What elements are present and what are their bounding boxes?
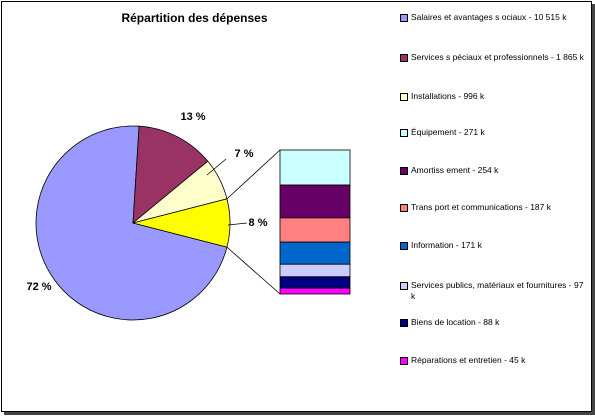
legend-item: Salaires et avantages s ociaux - 10 515 … [400, 12, 585, 23]
bar-segment [279, 217, 351, 243]
bar-segment [279, 263, 351, 278]
legend-label: Réparations et entretien - 45 k [411, 355, 526, 365]
legend-swatch [400, 129, 408, 137]
bar-segment [279, 149, 351, 186]
legend-label: Installations - 996 k [411, 91, 485, 101]
pie-chart-plot: 72 % 13 % 7 % 8 % [26, 111, 351, 321]
legend-item: Amortiss ement - 254 k [400, 165, 585, 176]
slice-label: 8 % [249, 217, 268, 229]
bar-segment [279, 184, 351, 219]
slice-label: 7 % [235, 148, 254, 160]
legend-item: Biens de location - 88 k [400, 317, 585, 328]
legend-swatch [400, 319, 408, 327]
legend-item: Services s péciaux et professionnels - 1… [400, 52, 585, 63]
legend-item: Information - 171 k [400, 240, 585, 251]
legend-label: Biens de location - 88 k [411, 317, 500, 327]
slice-label: 72 % [26, 281, 51, 293]
legend-label: Salaires et avantages s ociaux - 10 515 … [411, 12, 567, 22]
legend-item: Trans port et communications - 187 k [400, 202, 585, 213]
legend-swatch [400, 357, 408, 365]
legend-label: Information - 171 k [411, 240, 482, 250]
legend-label: Trans port et communications - 187 k [411, 202, 551, 212]
legend-label: Services publics, matériaux et fournitur… [411, 280, 584, 301]
legend-item: Réparations et entretien - 45 k [400, 355, 585, 366]
legend-swatch [400, 14, 408, 22]
pie-slice [35, 125, 228, 321]
legend-swatch [400, 242, 408, 250]
slice-label-leader [227, 222, 248, 226]
legend-swatch [400, 167, 408, 175]
bar-segment [279, 241, 351, 265]
slice-label-leader [206, 158, 227, 176]
bar-segment [279, 276, 351, 289]
legend-item: Services publics, matériaux et fournitur… [400, 280, 585, 302]
legend-swatch [400, 93, 408, 101]
bar-connector-line [226, 149, 281, 200]
legend-swatch [400, 282, 408, 290]
legend-label: Services s péciaux et professionnels - 1… [411, 52, 584, 62]
bar-connector-line [226, 246, 281, 295]
bar-segment [279, 287, 351, 295]
legend-label: Équipement - 271 k [411, 127, 485, 137]
legend-item: Installations - 996 k [400, 91, 585, 102]
pie-slice [132, 198, 231, 248]
legend-swatch [400, 204, 408, 212]
legend-item: Équipement - 271 k [400, 127, 585, 138]
slice-label: 13 % [180, 111, 205, 123]
chart-title: Répartition des dépenses [121, 11, 268, 25]
legend-label: Amortiss ement - 254 k [411, 165, 499, 175]
legend-swatch [400, 54, 408, 62]
pie-slice [132, 125, 209, 224]
